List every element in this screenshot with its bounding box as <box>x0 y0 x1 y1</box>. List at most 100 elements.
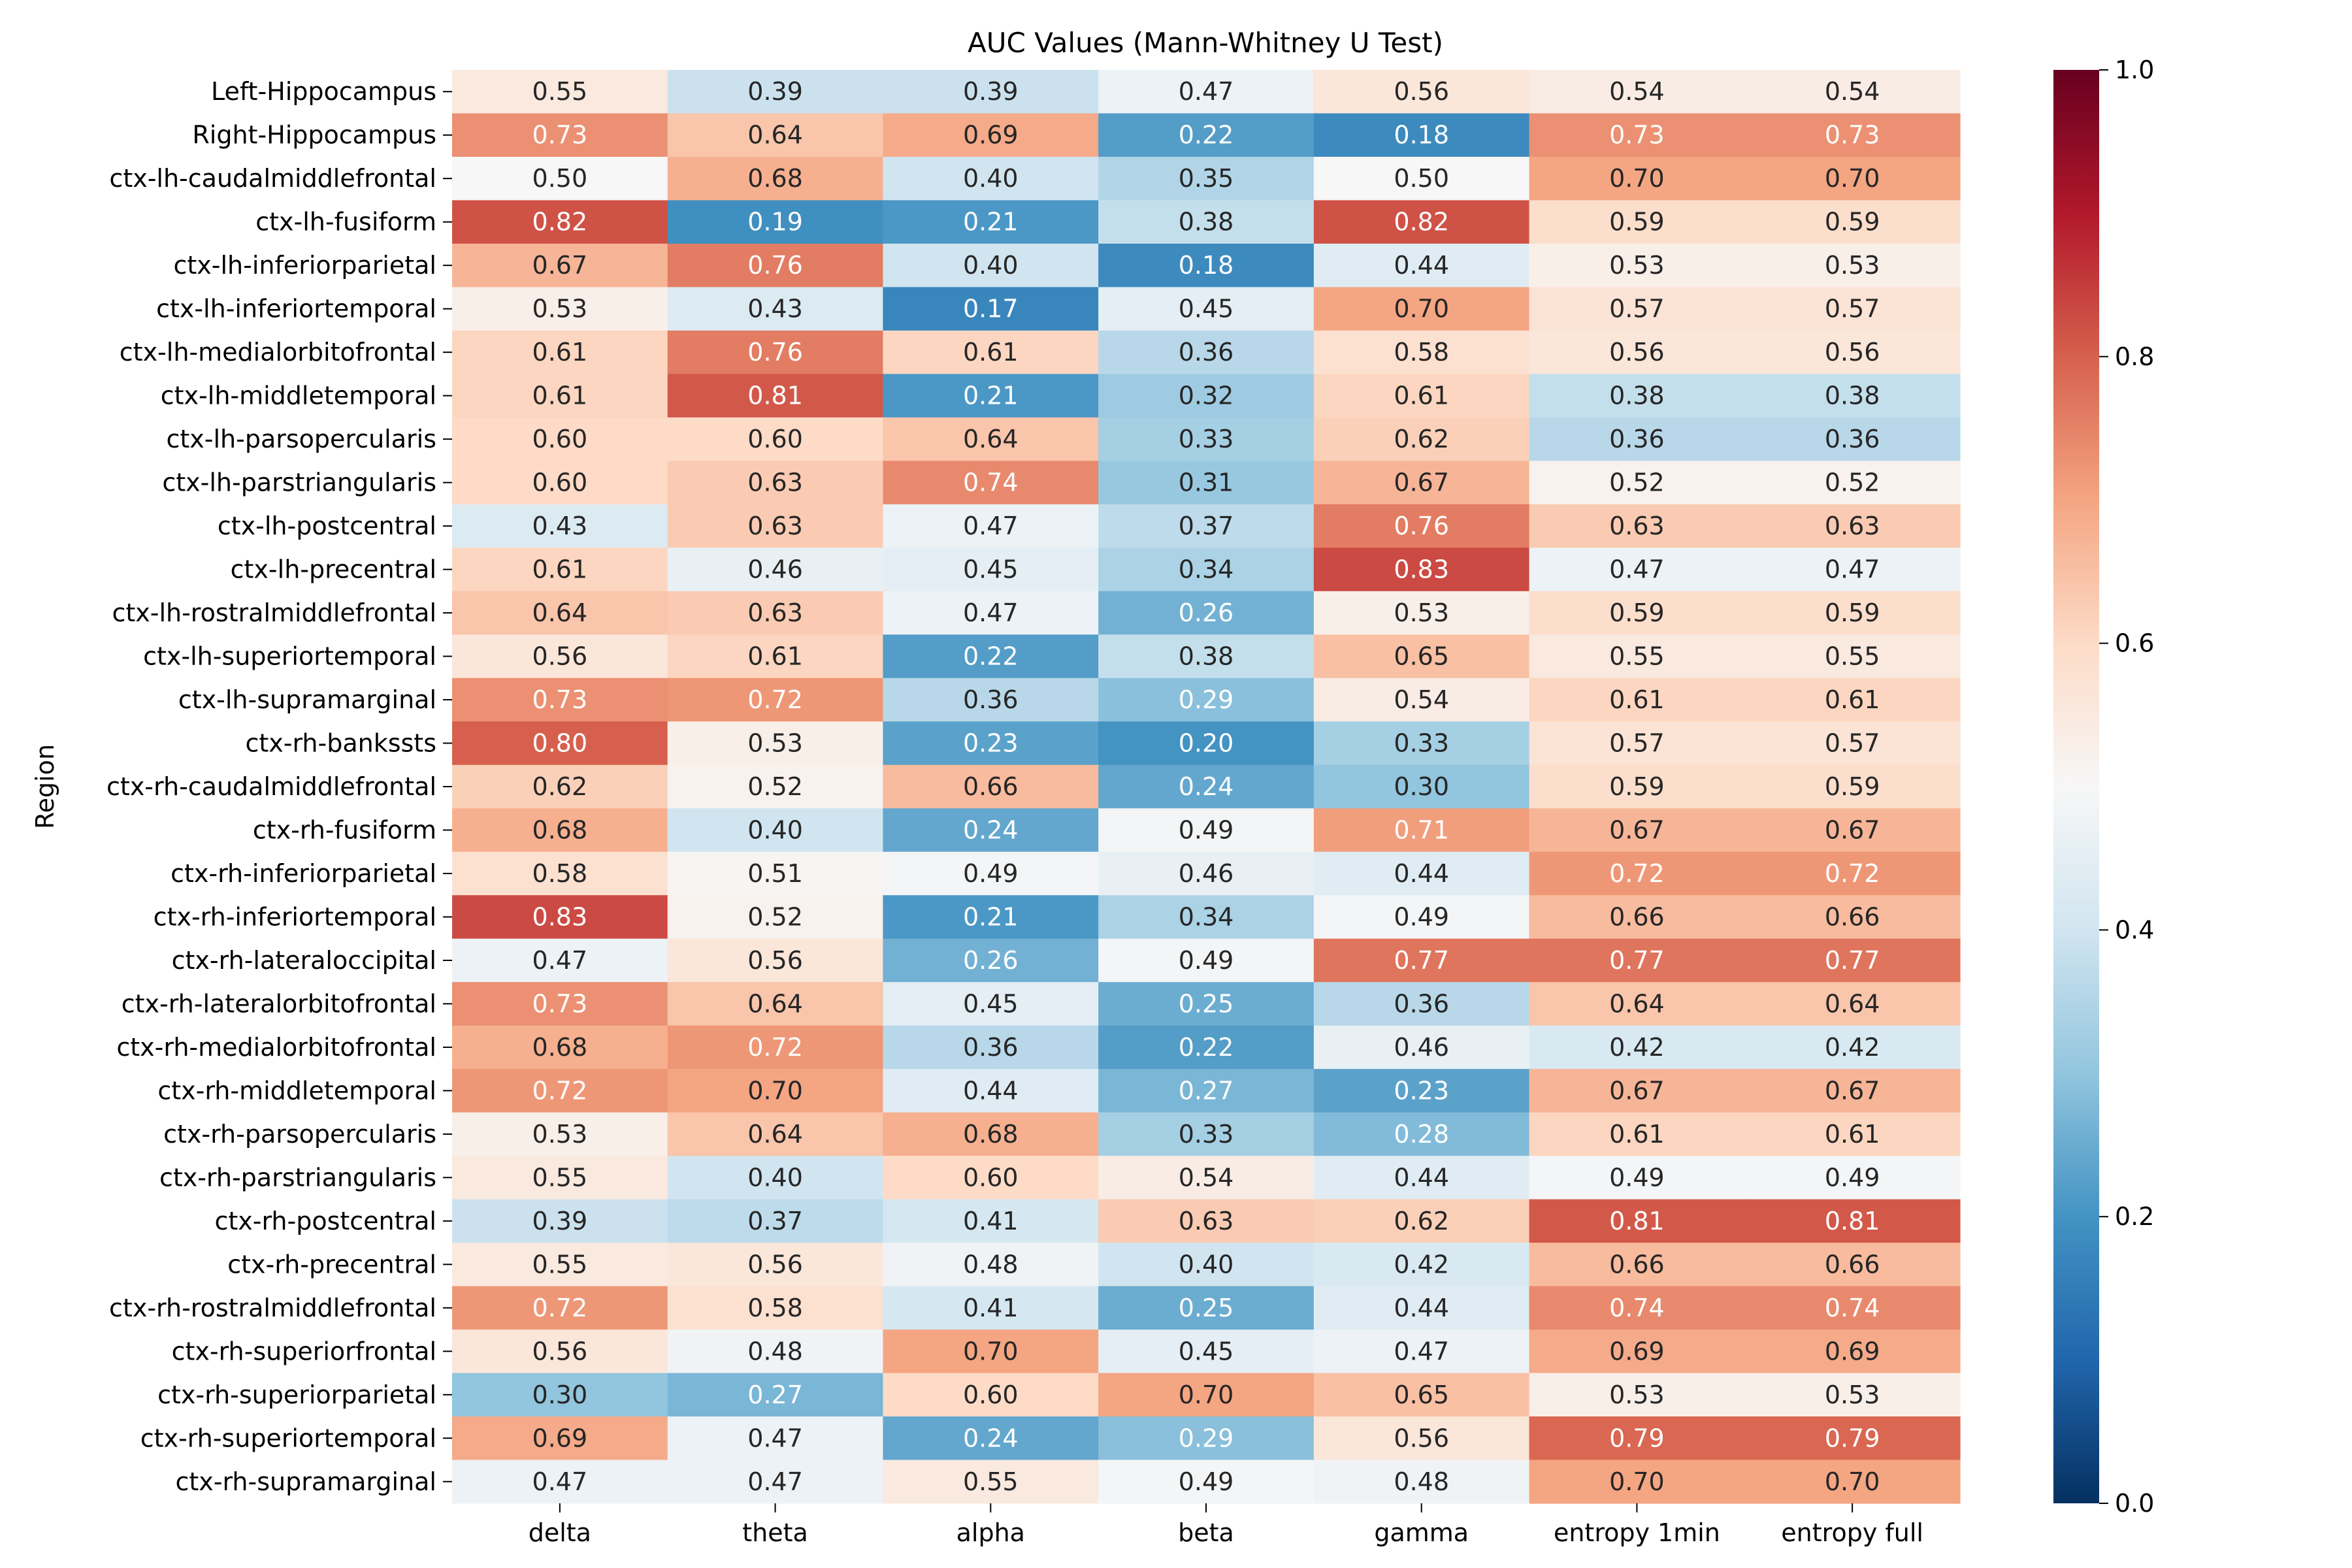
colorbar-tick-label: 1.0 <box>2115 56 2154 84</box>
heatmap-cell <box>1529 1199 1745 1243</box>
cell-value-label: 0.61 <box>1825 685 1880 714</box>
y-tick-label: ctx-rh-bankssts <box>245 729 436 758</box>
heatmap-cell <box>1529 764 1745 809</box>
y-tick-label: ctx-rh-supramarginal <box>175 1467 436 1496</box>
heatmap-cell <box>667 1112 884 1156</box>
heatmap-cell <box>1098 1199 1315 1243</box>
heatmap-cell <box>1529 287 1745 331</box>
cell-value-label: 0.46 <box>1179 859 1234 888</box>
heatmap-cell <box>1098 1156 1315 1200</box>
cell-value-label: 0.18 <box>1394 121 1449 150</box>
heatmap-cell <box>1744 1156 1961 1200</box>
colorbar: 0.0 0.2 0.4 0.6 0.8 1.0 <box>2053 56 2154 1518</box>
heatmap-cell <box>1744 721 1961 766</box>
y-tick-label: ctx-lh-supramarginal <box>178 685 436 714</box>
cell-value-label: 0.42 <box>1394 1250 1449 1279</box>
cell-value-label: 0.70 <box>1825 1467 1880 1496</box>
cell-value-label: 0.66 <box>963 772 1019 801</box>
cell-value-label: 0.57 <box>1609 729 1665 758</box>
heatmap-cell <box>1098 200 1315 244</box>
heatmap-cell <box>1529 1373 1745 1417</box>
heatmap-cell <box>1529 417 1745 461</box>
cell-value-label: 0.27 <box>1179 1076 1234 1105</box>
heatmap-cell <box>1313 634 1530 679</box>
heatmap-cell <box>452 895 668 939</box>
heatmap-cell <box>1529 1416 1745 1461</box>
cell-value-label: 0.58 <box>747 1294 803 1322</box>
heatmap-cell <box>667 678 884 722</box>
cell-value-label: 0.56 <box>1825 338 1880 367</box>
cell-value-label: 0.53 <box>747 729 803 758</box>
cell-value-label: 0.22 <box>1179 1033 1234 1062</box>
cell-value-label: 0.79 <box>1609 1424 1665 1452</box>
cell-value-label: 0.34 <box>1179 902 1234 931</box>
cell-value-label: 0.64 <box>747 1120 803 1149</box>
cell-value-label: 0.77 <box>1394 946 1449 975</box>
heatmap-cell <box>1098 678 1315 722</box>
y-tick-label: ctx-rh-superiorparietal <box>157 1380 436 1409</box>
cell-value-label: 0.47 <box>1609 555 1665 584</box>
cell-value-label: 0.77 <box>1609 946 1665 975</box>
cell-value-label: 0.76 <box>747 338 803 367</box>
heatmap-cell <box>883 461 1099 505</box>
colorbar-tick-label: 0.0 <box>2115 1489 2154 1518</box>
y-tick-label: ctx-rh-fusiform <box>253 815 436 844</box>
heatmap-cell <box>1744 1112 1961 1156</box>
x-tick-label: gamma <box>1374 1518 1469 1547</box>
heatmap-cell <box>1529 1069 1745 1113</box>
y-tick-label: ctx-rh-lateralorbitofrontal <box>122 989 436 1018</box>
y-tick-label: ctx-lh-parsopercularis <box>166 425 436 453</box>
heatmap-cell <box>1529 461 1745 505</box>
heatmap-cell <box>1313 721 1530 766</box>
cell-value-label: 0.81 <box>1609 1207 1665 1235</box>
heatmap-cell <box>452 1156 668 1200</box>
cell-value-label: 0.56 <box>1394 77 1449 106</box>
cell-value-label: 0.21 <box>963 382 1019 410</box>
heatmap-cell <box>667 591 884 635</box>
heatmap-cell <box>883 678 1099 722</box>
cell-value-label: 0.61 <box>1609 685 1665 714</box>
x-axis-ticks: delta theta alpha beta gamma entropy 1min entr… <box>529 1503 1923 1547</box>
cell-value-label: 0.55 <box>1609 642 1665 671</box>
cell-value-label: 0.47 <box>963 598 1019 627</box>
cell-value-label: 0.41 <box>963 1207 1019 1235</box>
cell-value-label: 0.67 <box>1825 1076 1880 1105</box>
heatmap-cell <box>667 547 884 592</box>
heatmap-cell <box>1098 1416 1315 1461</box>
heatmap-cells <box>452 70 1961 1504</box>
heatmap-cell <box>1744 1416 1961 1461</box>
heatmap-cell <box>883 287 1099 331</box>
cell-value-label: 0.36 <box>1609 425 1665 453</box>
y-tick-label: Left-Hippocampus <box>211 77 436 106</box>
cell-value-label: 0.72 <box>1825 859 1880 888</box>
heatmap-cell <box>883 895 1099 939</box>
x-tick-label: theta <box>742 1518 808 1547</box>
heatmap-cell <box>1313 938 1530 983</box>
cell-value-label: 0.61 <box>1825 1120 1880 1149</box>
cell-value-label: 0.52 <box>1825 468 1880 497</box>
heatmap-cell <box>1529 1112 1745 1156</box>
cell-value-label: 0.38 <box>1825 382 1880 410</box>
heatmap-cell <box>1744 243 1961 288</box>
cell-value-label: 0.46 <box>747 555 803 584</box>
cell-value-label: 0.36 <box>963 1033 1019 1062</box>
cell-value-label: 0.76 <box>1394 512 1449 540</box>
heatmap-cell <box>883 1112 1099 1156</box>
heatmap-cell <box>667 982 884 1026</box>
cell-value-label: 0.67 <box>1609 815 1665 844</box>
cell-value-label: 0.49 <box>1179 1467 1234 1496</box>
heatmap-cell <box>1529 1286 1745 1330</box>
cell-value-label: 0.32 <box>1179 382 1234 410</box>
cell-value-label: 0.72 <box>532 1294 588 1322</box>
cell-value-label: 0.44 <box>1394 251 1449 280</box>
heatmap-cell <box>667 1286 884 1330</box>
heatmap-cell <box>1529 504 1745 548</box>
heatmap-cell <box>667 504 884 548</box>
cell-value-label: 0.63 <box>1609 512 1665 540</box>
y-tick-label: ctx-rh-superiortemporal <box>140 1424 436 1452</box>
y-tick-label: ctx-lh-middletemporal <box>161 382 436 410</box>
heatmap-cell <box>1744 330 1961 374</box>
heatmap-cell <box>1529 634 1745 679</box>
cell-value-label: 0.37 <box>1179 512 1234 540</box>
